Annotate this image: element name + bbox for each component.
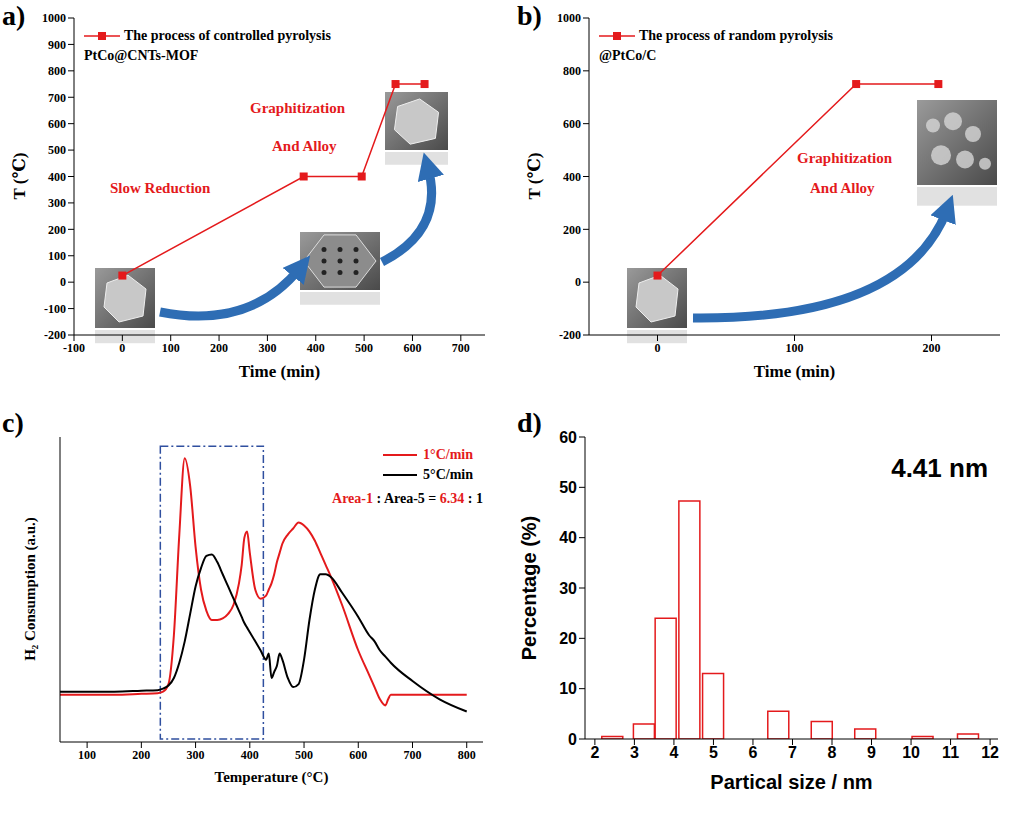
svg-text:100: 100 (786, 341, 804, 355)
html-text:b): b) (517, 0, 542, 31)
svg-text:3: 3 (630, 744, 639, 761)
svg-text:12: 12 (981, 744, 999, 761)
svg-text:11: 11 (942, 744, 959, 761)
html-text:a): a) (2, 0, 26, 31)
html-text:H₂ Consumption (a.u.): H₂ Consumption (a.u.) (22, 517, 38, 661)
html-text:1°C/min: 1°C/min (423, 447, 473, 462)
svg-text:-100: -100 (63, 341, 85, 355)
svg-text:1000: 1000 (557, 11, 581, 25)
svg-text:-200: -200 (559, 328, 581, 342)
html-text:The process of random pyrolysi: The process of random pyrolysis (639, 28, 833, 43)
svg-text:0: 0 (60, 275, 66, 289)
html-text:And Alloy: And Alloy (272, 138, 337, 154)
svg-text:2: 2 (590, 744, 599, 761)
svg-text:0: 0 (119, 341, 125, 355)
html-text:The process of controlled pyro: The process of controlled pyrolysis (124, 28, 331, 43)
html-text:Time (min): Time (min) (238, 362, 321, 381)
html-text:Temperature (°C): Temperature (°C) (214, 769, 329, 785)
svg-text:9: 9 (867, 744, 876, 761)
svg-text:300: 300 (187, 748, 205, 762)
html-text:Percentage (%): Percentage (%) (518, 515, 540, 661)
svg-text:200: 200 (923, 341, 941, 355)
svg-text:-100: -100 (44, 302, 66, 316)
svg-text:50: 50 (559, 479, 577, 496)
html-text:T (℃): T (℃) (525, 152, 544, 200)
svg-text:700: 700 (48, 91, 66, 105)
svg-text:5: 5 (709, 744, 718, 761)
svg-text:1000: 1000 (42, 11, 66, 25)
svg-text:7: 7 (788, 744, 797, 761)
svg-text:400: 400 (241, 748, 259, 762)
html-text:T (℃): T (℃) (10, 152, 29, 200)
svg-text:200: 200 (210, 341, 228, 355)
html-text:Time (min): Time (min) (753, 362, 836, 381)
svg-text:800: 800 (458, 748, 476, 762)
svg-text:400: 400 (48, 170, 66, 184)
svg-text:60: 60 (559, 429, 577, 446)
svg-text:6: 6 (749, 744, 758, 761)
svg-text:8: 8 (828, 744, 837, 761)
svg-text:10: 10 (902, 744, 920, 761)
svg-text:100: 100 (48, 249, 66, 263)
svg-text:10: 10 (559, 680, 577, 697)
svg-text:800: 800 (563, 64, 581, 78)
svg-text:600: 600 (48, 117, 66, 131)
svg-text:0: 0 (655, 341, 661, 355)
svg-text:300: 300 (258, 341, 276, 355)
html-text:d): d) (517, 407, 542, 438)
html-text:Graphitization: Graphitization (250, 100, 345, 116)
svg-text:800: 800 (48, 64, 66, 78)
svg-text:-200: -200 (44, 328, 66, 342)
svg-text:500: 500 (355, 341, 373, 355)
html-text:5°C/min: 5°C/min (423, 467, 473, 482)
svg-text:0: 0 (575, 275, 581, 289)
svg-text:20: 20 (559, 630, 577, 647)
html-text:@PtCo/C: @PtCo/C (599, 48, 657, 63)
svg-text:300: 300 (48, 196, 66, 210)
svg-text:600: 600 (349, 748, 367, 762)
svg-text:400: 400 (563, 170, 581, 184)
svg-text:400: 400 (307, 341, 325, 355)
svg-text:200: 200 (132, 748, 150, 762)
svg-text:900: 900 (48, 38, 66, 52)
html-text:PtCo@CNTs-MOF: PtCo@CNTs-MOF (84, 48, 199, 63)
svg-text:100: 100 (162, 341, 180, 355)
svg-text:40: 40 (559, 529, 577, 546)
html-text:c): c) (2, 407, 24, 438)
svg-text:600: 600 (403, 341, 421, 355)
svg-text:30: 30 (559, 580, 577, 597)
html-text:4.41 nm: 4.41 nm (891, 453, 988, 483)
html-text:Area-1: Area-5 = 6.34: 1: Area-1: Area-5 = 6.34: 1 (332, 491, 483, 506)
svg-text:700: 700 (404, 748, 422, 762)
svg-text:100: 100 (78, 748, 96, 762)
html-text:Slow Reduction: Slow Reduction (110, 180, 211, 196)
svg-text:200: 200 (563, 223, 581, 237)
svg-text:600: 600 (563, 117, 581, 131)
svg-text:0: 0 (568, 731, 577, 748)
html-text:And Alloy: And Alloy (810, 180, 875, 196)
svg-text:4: 4 (669, 744, 678, 761)
svg-text:500: 500 (295, 748, 313, 762)
svg-text:700: 700 (452, 341, 470, 355)
svg-text:200: 200 (48, 223, 66, 237)
svg-text:500: 500 (48, 143, 66, 157)
html-text:Graphitization: Graphitization (797, 150, 892, 166)
html-text:Partical size / nm: Partical size / nm (710, 771, 873, 793)
